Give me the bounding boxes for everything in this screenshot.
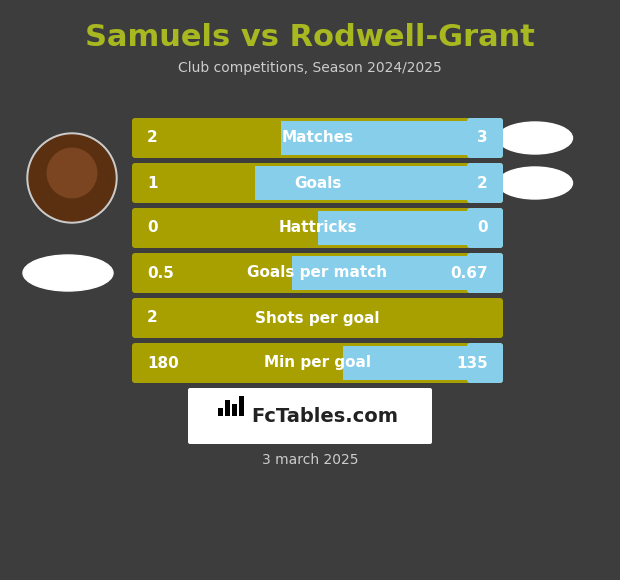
Text: 1: 1: [147, 176, 157, 190]
Text: 180: 180: [147, 356, 179, 371]
Text: Samuels vs Rodwell-Grant: Samuels vs Rodwell-Grant: [85, 24, 535, 53]
Bar: [232, 404, 237, 416]
FancyBboxPatch shape: [132, 298, 503, 338]
Text: 0.5: 0.5: [147, 266, 174, 281]
Text: Min per goal: Min per goal: [264, 356, 371, 371]
FancyBboxPatch shape: [188, 388, 432, 444]
Ellipse shape: [23, 255, 113, 291]
Text: 135: 135: [456, 356, 488, 371]
FancyBboxPatch shape: [132, 163, 503, 203]
Text: Matches: Matches: [281, 130, 353, 146]
Bar: [281, 121, 500, 155]
FancyBboxPatch shape: [132, 118, 503, 158]
Bar: [255, 166, 500, 200]
FancyBboxPatch shape: [467, 163, 503, 203]
Text: Club competitions, Season 2024/2025: Club competitions, Season 2024/2025: [178, 61, 442, 75]
Text: 2: 2: [147, 310, 157, 325]
Bar: [225, 400, 230, 416]
Bar: [470, 346, 500, 380]
Bar: [470, 256, 500, 290]
Circle shape: [27, 133, 117, 223]
FancyBboxPatch shape: [467, 343, 503, 383]
FancyBboxPatch shape: [132, 343, 503, 383]
Ellipse shape: [497, 167, 572, 199]
Text: 2: 2: [477, 176, 488, 190]
Text: 0: 0: [147, 220, 157, 235]
Bar: [218, 408, 223, 416]
Text: 2: 2: [147, 130, 157, 146]
Circle shape: [29, 135, 115, 221]
FancyBboxPatch shape: [467, 208, 503, 248]
Circle shape: [47, 148, 97, 198]
Bar: [470, 121, 500, 155]
Text: 3: 3: [477, 130, 488, 146]
Text: 0.67: 0.67: [450, 266, 488, 281]
Text: Shots per goal: Shots per goal: [255, 310, 379, 325]
Text: 0: 0: [477, 220, 488, 235]
FancyBboxPatch shape: [467, 118, 503, 158]
Text: Hattricks: Hattricks: [278, 220, 357, 235]
FancyBboxPatch shape: [132, 253, 503, 293]
Text: Goals per match: Goals per match: [247, 266, 388, 281]
Bar: [343, 346, 500, 380]
Text: 3 march 2025: 3 march 2025: [262, 453, 358, 467]
Bar: [292, 256, 500, 290]
Bar: [470, 211, 500, 245]
Bar: [317, 211, 500, 245]
Bar: [470, 166, 500, 200]
FancyBboxPatch shape: [132, 208, 503, 248]
Text: FcTables.com: FcTables.com: [252, 408, 399, 426]
Bar: [239, 396, 244, 416]
Text: Goals: Goals: [294, 176, 341, 190]
FancyBboxPatch shape: [467, 253, 503, 293]
Ellipse shape: [497, 122, 572, 154]
